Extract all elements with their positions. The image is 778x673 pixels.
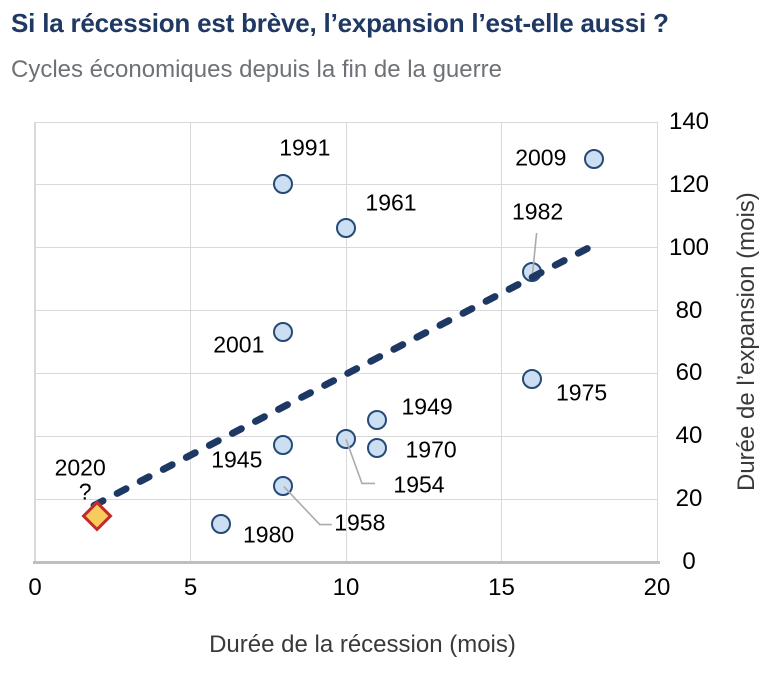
x-axis-title: Durée de la récession (mois) (209, 631, 516, 658)
data-point-1954 (335, 428, 356, 449)
highlight-label-2020: 2020 (54, 454, 106, 481)
x-gridline-10 (345, 122, 347, 562)
data-point-1975 (522, 369, 543, 390)
chart-subtitle: Cycles économiques depuis la fin de la g… (11, 56, 502, 83)
data-point-2009 (584, 149, 605, 170)
x-gridline-15 (501, 122, 502, 562)
point-label-1975: 1975 (556, 379, 608, 406)
y-tick-label-80: 80 (675, 296, 703, 324)
point-label-1982: 1982 (512, 198, 564, 225)
y-gridline-20 (35, 498, 657, 500)
point-label-1945: 1945 (211, 446, 263, 473)
chart-title: Si la récession est brève, l’expansion l… (11, 8, 669, 38)
data-point-1958 (273, 476, 294, 497)
highlight-point-2020 (81, 500, 113, 532)
y-tick-label-140: 140 (668, 108, 710, 135)
data-point-2001 (273, 322, 294, 343)
y-tick-label-120: 120 (668, 170, 710, 198)
point-label-1961: 1961 (365, 189, 417, 216)
highlight-question-label: ? (78, 478, 92, 505)
y-gridline-140 (35, 121, 657, 123)
point-label-2001: 2001 (213, 330, 265, 357)
leader-line-1958 (283, 486, 332, 526)
y-gridline-80 (35, 310, 657, 312)
y-tick-label-40: 40 (675, 422, 703, 450)
x-axis-line (33, 560, 660, 564)
data-point-1970 (366, 438, 387, 459)
x-tick-label-5: 5 (183, 574, 198, 601)
y-axis-title: Durée de l’expansion (mois) (733, 192, 760, 492)
x-gridline-20 (656, 122, 658, 562)
y-tick-label-100: 100 (668, 233, 710, 261)
data-point-1961 (335, 218, 356, 239)
y-gridline-120 (35, 184, 657, 186)
point-label-2009: 2009 (515, 144, 567, 171)
y-tick-label-0: 0 (682, 548, 696, 575)
x-tick-label-0: 0 (28, 574, 42, 601)
x-tick-label-15: 15 (488, 574, 515, 601)
point-label-1958: 1958 (334, 508, 386, 535)
point-label-1991: 1991 (279, 134, 331, 161)
data-point-1991 (273, 174, 294, 195)
point-label-1949: 1949 (401, 392, 453, 419)
data-point-1949 (366, 410, 387, 431)
point-label-1954: 1954 (393, 471, 445, 498)
point-label-1980: 1980 (243, 521, 295, 548)
data-point-1982 (522, 262, 543, 283)
y-gridline-100 (35, 247, 657, 249)
y-tick-label-20: 20 (675, 485, 703, 513)
x-tick-label-20: 20 (643, 574, 671, 601)
data-point-1980 (211, 513, 232, 534)
plot-area: 1991 1961 2009 1982 2001 1975 1949 1970 1954 1958… (33, 121, 660, 564)
point-label-1970: 1970 (405, 436, 457, 463)
data-point-1945 (273, 435, 294, 456)
x-tick-label-10: 10 (332, 574, 360, 601)
y-gridline-60 (35, 372, 657, 374)
y-axis-line (34, 122, 36, 562)
x-gridline-5 (190, 122, 191, 562)
y-tick-label-60: 60 (675, 359, 703, 387)
